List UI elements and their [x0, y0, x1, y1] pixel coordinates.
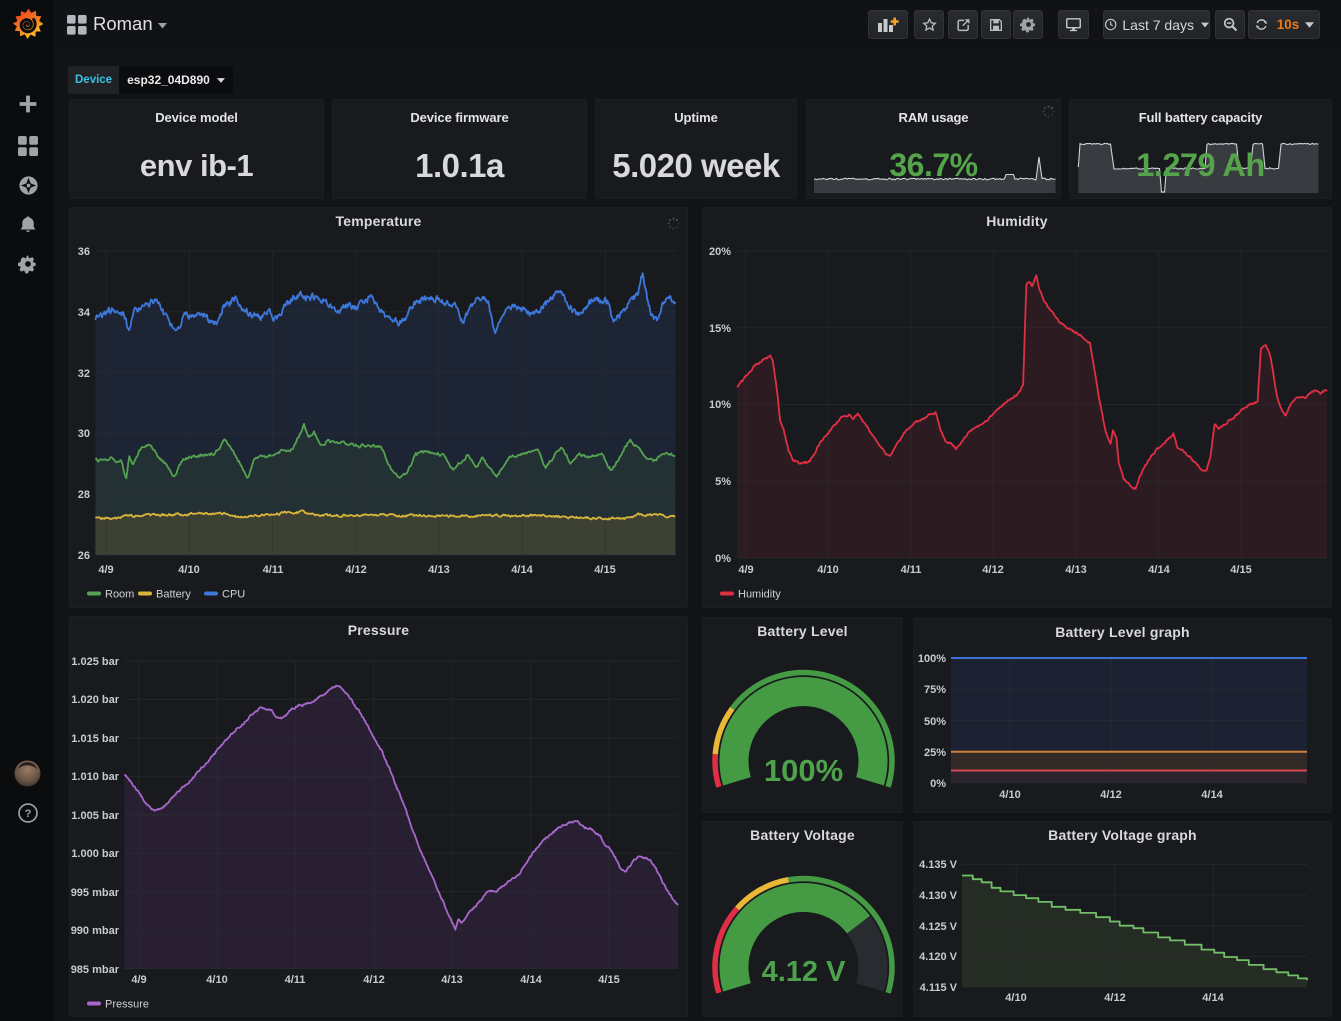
svg-text:10%: 10%: [709, 399, 731, 411]
svg-text:30: 30: [78, 428, 90, 440]
svg-text:4.130 V: 4.130 V: [919, 890, 958, 902]
svg-text:4/12: 4/12: [345, 564, 366, 576]
svg-text:4/10: 4/10: [999, 789, 1020, 801]
svg-text:32: 32: [78, 368, 90, 380]
svg-text:4/14: 4/14: [1202, 992, 1224, 1004]
svg-text:4/13: 4/13: [1065, 564, 1086, 576]
svg-text:4.135 V: 4.135 V: [919, 859, 958, 871]
svg-text:4/15: 4/15: [594, 564, 615, 576]
svg-text:4/12: 4/12: [982, 564, 1003, 576]
svg-text:985 mbar: 985 mbar: [71, 964, 120, 976]
svg-text:5%: 5%: [715, 476, 731, 488]
svg-text:36: 36: [78, 246, 90, 258]
svg-text:100%: 100%: [764, 753, 843, 788]
svg-text:1.010 bar: 1.010 bar: [71, 771, 119, 783]
svg-text:4/15: 4/15: [598, 974, 619, 986]
svg-text:0%: 0%: [715, 553, 731, 565]
svg-text:1.000 bar: 1.000 bar: [71, 848, 119, 860]
svg-text:1.005 bar: 1.005 bar: [71, 810, 119, 822]
svg-text:4.125 V: 4.125 V: [919, 921, 958, 933]
svg-text:28: 28: [78, 489, 90, 501]
svg-text:4/12: 4/12: [1100, 789, 1121, 801]
svg-text:1.015 bar: 1.015 bar: [71, 733, 119, 745]
svg-text:Pressure: Pressure: [105, 999, 149, 1011]
svg-text:4/9: 4/9: [738, 564, 753, 576]
svg-text:4.115 V: 4.115 V: [920, 982, 958, 994]
svg-text:4/9: 4/9: [131, 974, 146, 986]
svg-text:75%: 75%: [924, 684, 946, 696]
svg-text:20%: 20%: [709, 246, 731, 258]
svg-text:4/10: 4/10: [206, 974, 227, 986]
svg-text:0%: 0%: [930, 778, 946, 790]
svg-text:CPU: CPU: [222, 589, 245, 601]
svg-text:Room: Room: [105, 589, 134, 601]
svg-text:4/12: 4/12: [1104, 992, 1125, 1004]
svg-text:4/15: 4/15: [1230, 564, 1251, 576]
svg-text:990 mbar: 990 mbar: [71, 925, 120, 937]
svg-text:4/11: 4/11: [285, 974, 306, 986]
svg-text:Battery: Battery: [156, 589, 191, 601]
svg-text:4/10: 4/10: [817, 564, 838, 576]
svg-text:15%: 15%: [709, 323, 731, 335]
svg-text:4.120 V: 4.120 V: [919, 951, 958, 963]
svg-text:4/12: 4/12: [363, 974, 384, 986]
svg-text:34: 34: [78, 307, 91, 319]
svg-text:26: 26: [78, 550, 90, 562]
svg-text:4/14: 4/14: [1201, 789, 1223, 801]
svg-text:4/14: 4/14: [511, 564, 533, 576]
svg-text:4/11: 4/11: [901, 564, 922, 576]
svg-text:100%: 100%: [918, 653, 946, 665]
svg-text:4/11: 4/11: [263, 564, 284, 576]
svg-text:4.12 V: 4.12 V: [762, 956, 846, 988]
svg-text:?: ?: [25, 808, 32, 820]
svg-text:4/13: 4/13: [441, 974, 462, 986]
svg-text:4/14: 4/14: [520, 974, 542, 986]
svg-text:25%: 25%: [924, 747, 946, 759]
svg-text:4/9: 4/9: [98, 564, 113, 576]
svg-text:4/14: 4/14: [1148, 564, 1170, 576]
svg-text:Humidity: Humidity: [738, 589, 781, 601]
svg-text:1.020 bar: 1.020 bar: [71, 694, 119, 706]
svg-text:50%: 50%: [924, 716, 946, 728]
svg-text:4/10: 4/10: [1005, 992, 1026, 1004]
svg-text:4/13: 4/13: [428, 564, 449, 576]
svg-text:4/10: 4/10: [178, 564, 199, 576]
svg-text:995 mbar: 995 mbar: [71, 887, 120, 899]
svg-text:1.025 bar: 1.025 bar: [71, 656, 119, 668]
